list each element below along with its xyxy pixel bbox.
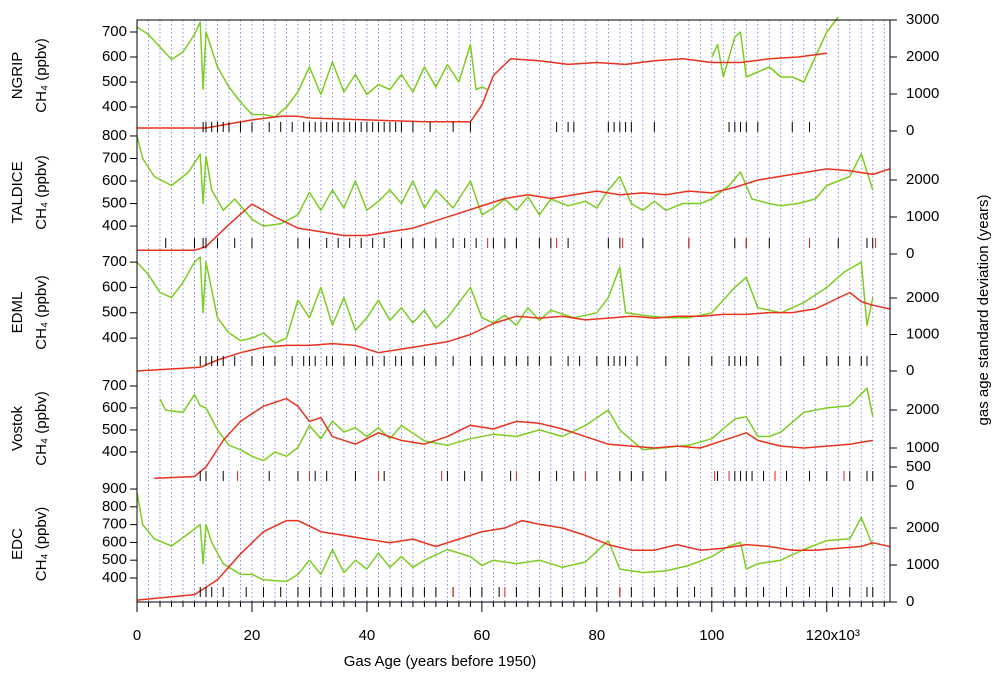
y2-axis-title: gas age standard deviation (years) xyxy=(975,195,992,426)
x-tick-label: 100 xyxy=(699,627,724,644)
panel-name: Vostok xyxy=(9,405,26,451)
y-axis-title: CH₄ (ppbv) xyxy=(33,38,50,112)
x-tick-label: 40 xyxy=(359,627,376,644)
y2-tick-label: 2000 xyxy=(906,289,939,306)
y2-tick-label: 1000 xyxy=(906,439,939,456)
age-sd-line xyxy=(137,52,827,129)
y-axis-title: CH₄ (ppbv) xyxy=(33,155,50,229)
y2-tick-label: 0 xyxy=(906,245,914,262)
y-tick-label: 600 xyxy=(102,399,127,416)
panel-name: TALDICE xyxy=(9,161,26,223)
y2-tick-label: 2000 xyxy=(906,171,939,188)
ch4-line xyxy=(136,16,839,118)
y-tick-label: 900 xyxy=(102,480,127,497)
y-axis-title: CH₄ (ppbv) xyxy=(33,275,50,349)
panel-name: EDC xyxy=(9,528,26,560)
y-tick-label: 500 xyxy=(102,551,127,568)
x-tick-label: 0 xyxy=(133,627,141,644)
x-tick-label: 80 xyxy=(589,627,606,644)
ch4-line xyxy=(136,135,874,227)
y-tick-label: 400 xyxy=(102,443,127,460)
y-tick-label: 500 xyxy=(102,304,127,321)
y-axis-title: CH₄ (ppbv) xyxy=(33,507,50,581)
y2-tick-label: 0 xyxy=(906,362,914,379)
y-tick-label: 600 xyxy=(102,533,127,550)
x-tick-label: 20 xyxy=(244,627,261,644)
y-tick-label: 700 xyxy=(102,516,127,533)
age-sd-line xyxy=(137,168,891,252)
y-tick-label: 600 xyxy=(102,172,127,189)
ch4-line xyxy=(159,387,874,462)
ch4-line xyxy=(136,256,874,344)
x-tick-label: 120x10³ xyxy=(806,627,860,644)
age-sd-line xyxy=(154,397,873,480)
y-tick-label: 600 xyxy=(102,48,127,65)
y2-tick-label: 2000 xyxy=(906,48,939,65)
panel-name: NGRIP xyxy=(9,52,26,100)
y2-tick-label: 0 xyxy=(906,122,914,139)
y-tick-label: 800 xyxy=(102,127,127,144)
age-sd-line xyxy=(136,519,891,601)
y2-tick-label: 1000 xyxy=(906,208,939,225)
y2-tick-label: 500 xyxy=(906,458,931,475)
y-tick-label: 500 xyxy=(102,73,127,90)
y2-tick-label: 3000 xyxy=(906,11,939,28)
y-tick-label: 600 xyxy=(102,278,127,295)
y-tick-label: 400 xyxy=(102,217,127,234)
y2-tick-label: 1000 xyxy=(906,556,939,573)
x-axis-title: Gas Age (years before 1950) xyxy=(344,653,537,670)
y2-tick-label: 1000 xyxy=(906,325,939,342)
y-tick-label: 500 xyxy=(102,421,127,438)
y2-tick-label: 2000 xyxy=(906,401,939,418)
y-tick-label: 700 xyxy=(102,23,127,40)
y-tick-label: 700 xyxy=(102,149,127,166)
y-tick-label: 700 xyxy=(102,253,127,270)
y-axis-title: CH₄ (ppbv) xyxy=(33,391,50,465)
y2-tick-label: 2000 xyxy=(906,519,939,536)
ch4-line xyxy=(136,492,874,583)
y-tick-label: 400 xyxy=(102,569,127,586)
y2-tick-label: 1000 xyxy=(906,85,939,102)
y-tick-label: 800 xyxy=(102,498,127,515)
x-tick-label: 60 xyxy=(474,627,491,644)
y-tick-label: 500 xyxy=(102,195,127,212)
y2-tick-label: 0 xyxy=(906,477,914,494)
y-tick-label: 700 xyxy=(102,377,127,394)
y2-tick-label: 0 xyxy=(906,593,914,610)
y-tick-label: 400 xyxy=(102,98,127,115)
y-tick-label: 400 xyxy=(102,329,127,346)
panel-name: EDML xyxy=(9,292,26,334)
plot-frame xyxy=(136,19,891,603)
age-sd-line xyxy=(136,291,891,372)
